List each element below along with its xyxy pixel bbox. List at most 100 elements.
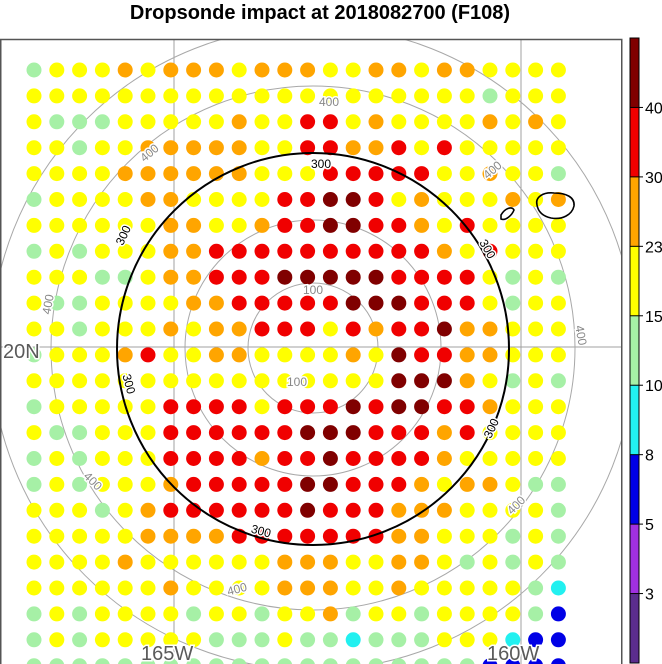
- dropsonde-point: [72, 347, 88, 363]
- dropsonde-point: [231, 321, 247, 337]
- dropsonde-point: [49, 451, 65, 466]
- dropsonde-point: [459, 399, 475, 415]
- dropsonde-point: [414, 166, 430, 182]
- dropsonde-point: [482, 140, 498, 156]
- contour-label: 300: [311, 157, 331, 171]
- dropsonde-point: [140, 606, 156, 622]
- dropsonde-point: [368, 373, 384, 389]
- dropsonde-point: [528, 425, 544, 441]
- dropsonde-point: [94, 140, 110, 156]
- dropsonde-point: [368, 166, 384, 182]
- dropsonde-point: [436, 347, 452, 363]
- dropsonde-point: [140, 88, 156, 104]
- dropsonde-point: [186, 554, 202, 570]
- colorbar-tick-label: 10: [645, 378, 662, 395]
- dropsonde-point: [414, 192, 430, 207]
- dropsonde-point: [322, 295, 338, 311]
- dropsonde-point: [163, 217, 179, 233]
- dropsonde-point: [49, 528, 65, 544]
- dropsonde-point: [277, 217, 293, 233]
- dropsonde-point: [300, 166, 316, 182]
- latitude-label: 20N: [3, 341, 40, 363]
- dropsonde-point: [231, 476, 247, 492]
- dropsonde-point: [117, 554, 133, 570]
- contour-label: 300: [481, 416, 502, 440]
- dropsonde-point: [117, 114, 133, 130]
- dropsonde-point: [322, 580, 338, 596]
- dropsonde-point: [26, 476, 42, 492]
- dropsonde-point: [345, 658, 361, 664]
- dropsonde-point: [300, 140, 316, 156]
- dropsonde-point: [49, 166, 65, 182]
- dropsonde-point: [436, 528, 452, 544]
- dropsonde-point: [26, 399, 42, 415]
- dropsonde-point: [550, 425, 566, 441]
- dropsonde-point: [345, 554, 361, 570]
- dropsonde-point: [117, 606, 133, 622]
- dropsonde-point: [277, 321, 293, 337]
- range-ring: [184, 219, 442, 477]
- dropsonde-point: [368, 217, 384, 233]
- ring-label: 100: [303, 283, 323, 297]
- dropsonde-point: [482, 373, 498, 389]
- dropsonde-point: [414, 658, 429, 664]
- dropsonde-point: [117, 192, 133, 207]
- dropsonde-point: [345, 399, 361, 415]
- dropsonde-point: [550, 114, 566, 130]
- dropsonde-point: [163, 321, 179, 337]
- dropsonde-point: [186, 632, 202, 648]
- dropsonde-point: [459, 502, 475, 518]
- dropsonde-point: [140, 451, 156, 466]
- dropsonde-point: [391, 192, 407, 207]
- colorbar-tick-label: 5: [645, 517, 654, 534]
- dropsonde-point: [459, 632, 475, 648]
- dropsonde-point: [505, 373, 521, 389]
- dropsonde-point: [368, 425, 384, 441]
- dropsonde-point: [436, 580, 452, 596]
- dropsonde-point: [186, 606, 202, 622]
- dropsonde-point: [231, 502, 247, 518]
- dropsonde-point: [49, 476, 65, 492]
- dropsonde-point: [414, 114, 430, 130]
- dropsonde-point: [117, 425, 133, 441]
- dropsonde-point: [49, 373, 65, 389]
- dropsonde-point: [436, 373, 452, 389]
- dropsonde-point: [117, 502, 133, 518]
- dropsonde-point: [117, 476, 133, 492]
- dropsonde-point: [277, 347, 293, 363]
- dropsonde-point: [414, 243, 430, 259]
- dropsonde-point: [117, 62, 133, 78]
- dropsonde-point: [94, 399, 110, 415]
- island-outline: [500, 207, 515, 221]
- dropsonde-point: [72, 554, 88, 570]
- dropsonde-point: [505, 243, 521, 259]
- dropsonde-point: [482, 476, 498, 492]
- dropsonde-point: [300, 451, 316, 466]
- dropsonde-point: [231, 658, 247, 664]
- dropsonde-point: [94, 88, 110, 104]
- dropsonde-point: [459, 114, 475, 130]
- dropsonde-point: [186, 88, 202, 104]
- dropsonde-point: [436, 425, 452, 441]
- dropsonde-point: [117, 321, 133, 337]
- dropsonde-point: [482, 606, 498, 622]
- ring-label: 100: [287, 375, 307, 389]
- dropsonde-point: [94, 295, 110, 311]
- dropsonde-point: [72, 88, 88, 104]
- dropsonde-point: [72, 62, 88, 78]
- dropsonde-point: [391, 580, 407, 596]
- dropsonde-point: [436, 476, 452, 492]
- dropsonde-point: [26, 166, 42, 182]
- colorbar-tick-label: 8: [645, 448, 654, 465]
- dropsonde-point: [368, 580, 384, 596]
- dropsonde-point: [391, 243, 407, 259]
- dropsonde-point: [140, 321, 156, 337]
- dropsonde-point: [550, 217, 566, 233]
- dropsonde-point: [550, 528, 566, 544]
- dropsonde-point: [254, 114, 270, 130]
- dropsonde-point: [414, 373, 430, 389]
- dropsonde-point: [186, 528, 202, 544]
- dropsonde-point: [482, 502, 498, 518]
- colorbar-segment: [630, 454, 639, 525]
- ring-label: 400: [480, 158, 505, 182]
